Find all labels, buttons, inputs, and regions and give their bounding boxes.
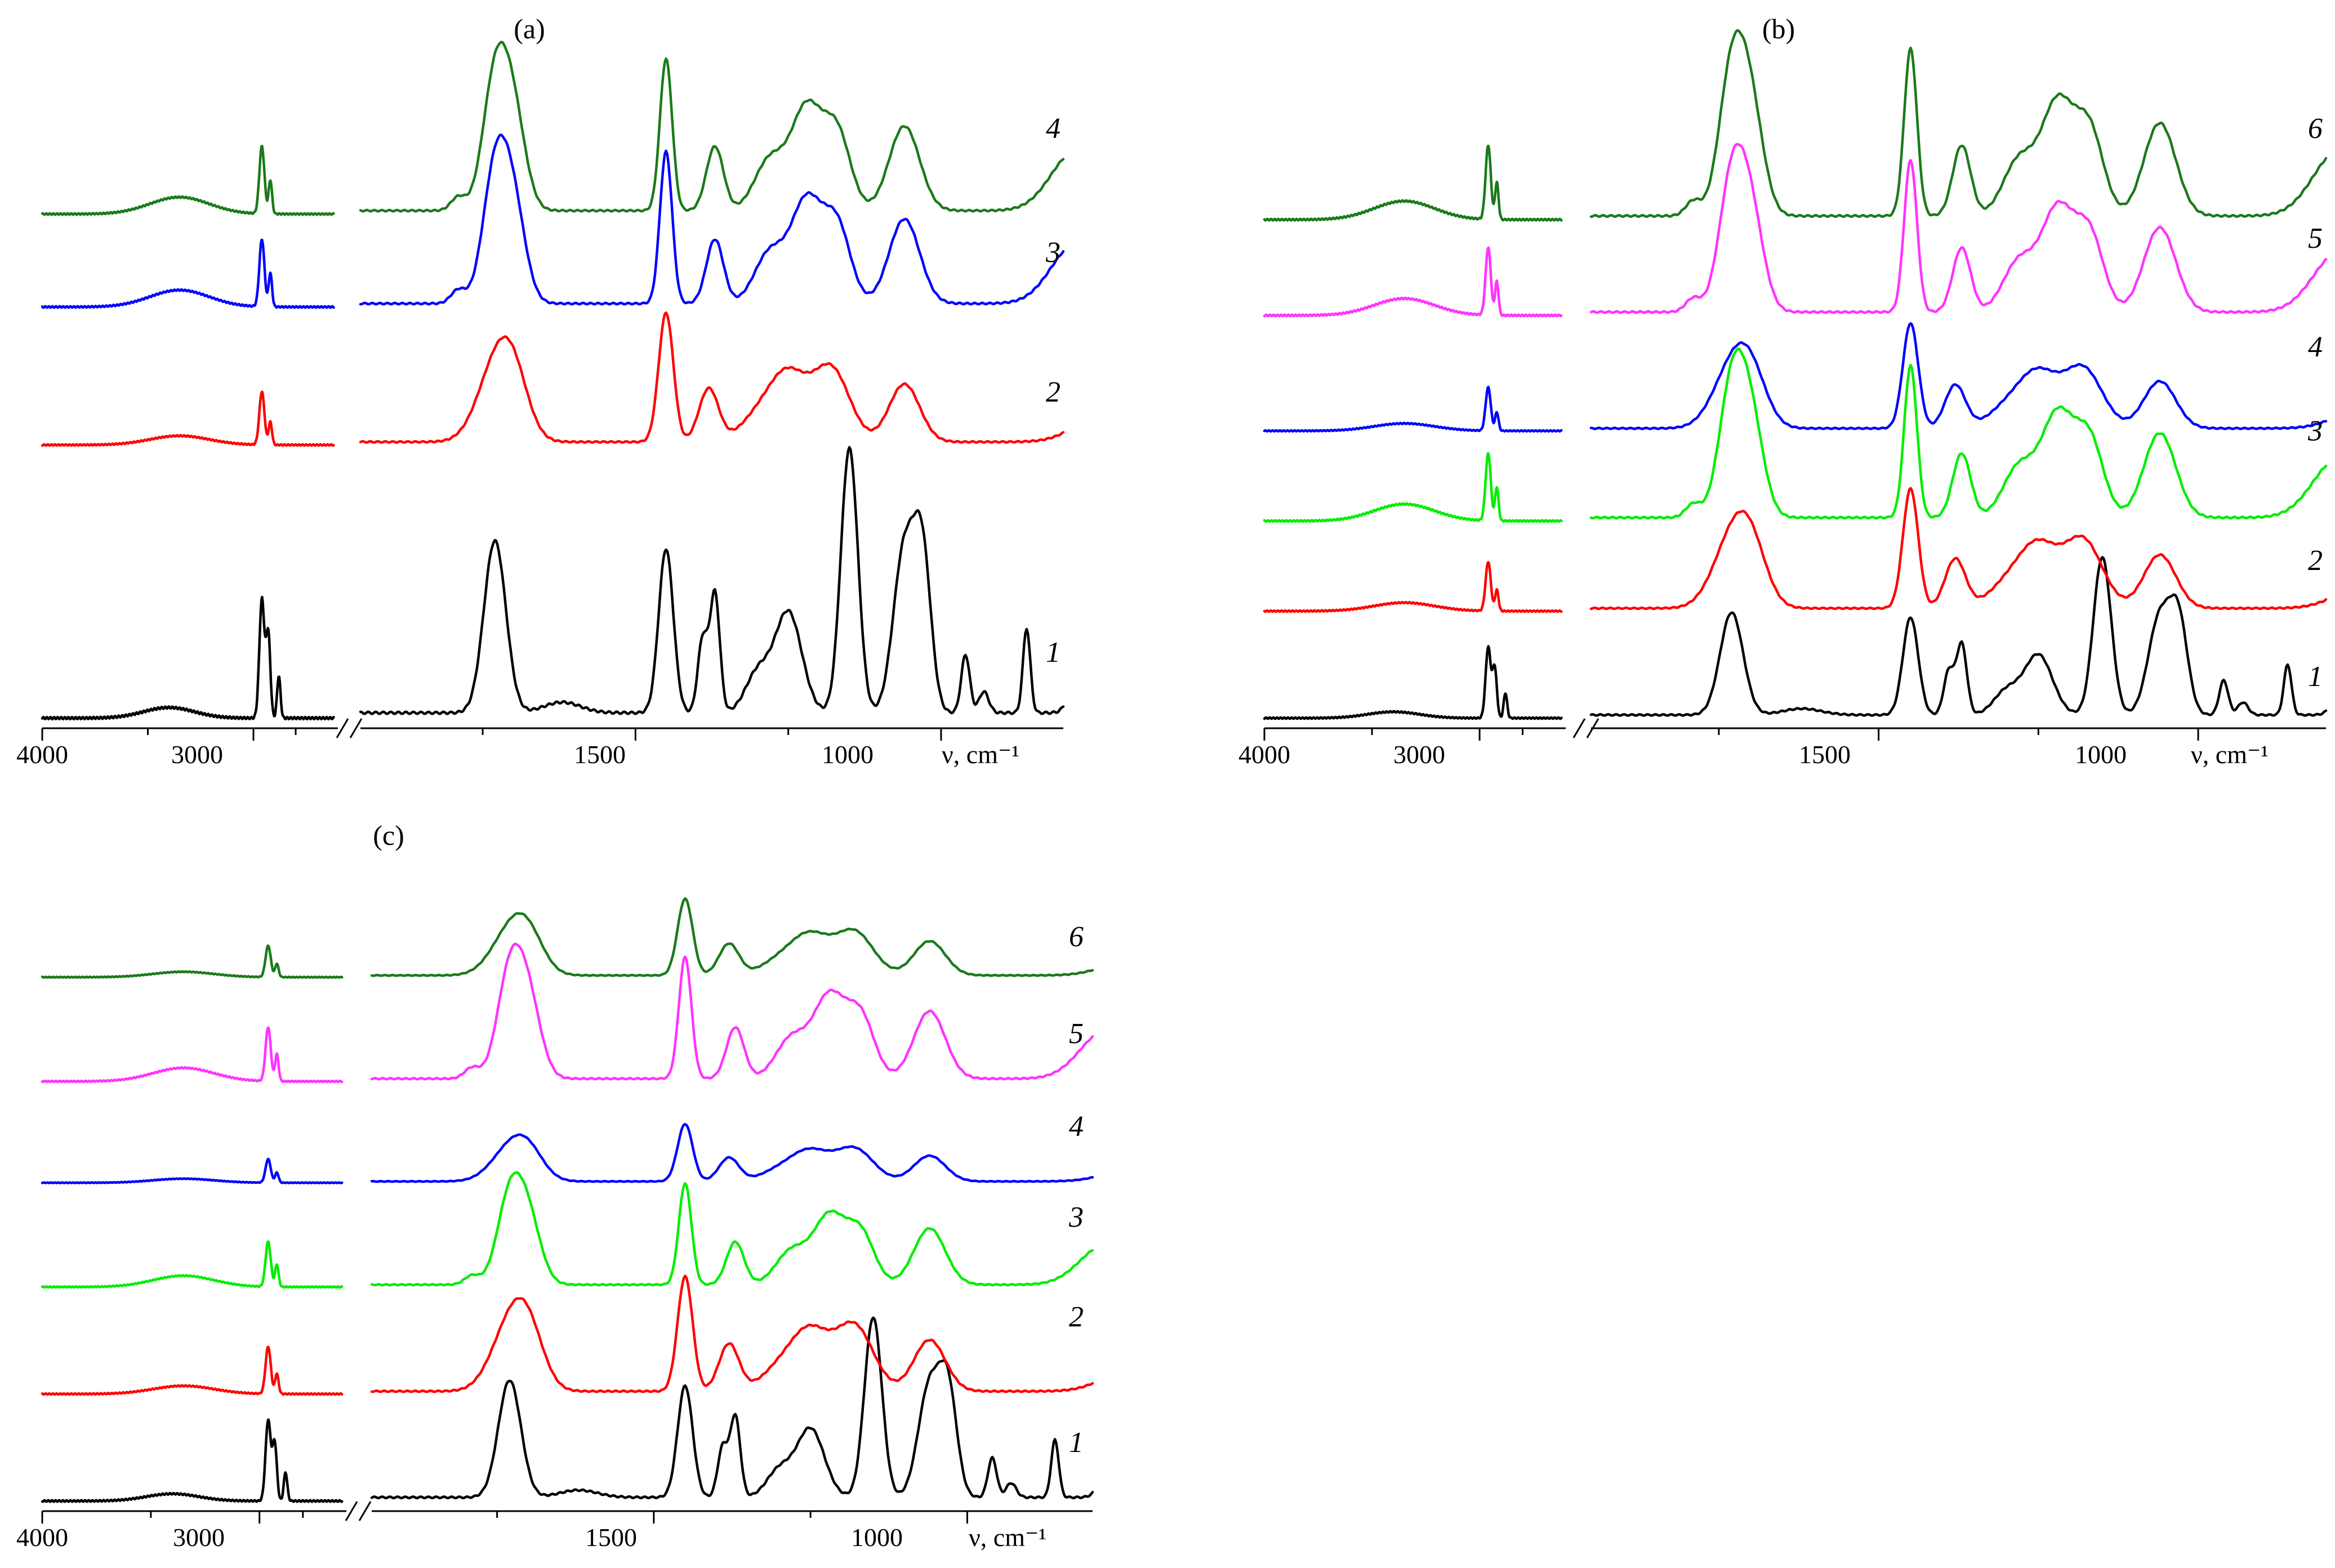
panel-a-series-3-left [41, 238, 335, 309]
panel-c-ticks [41, 1511, 968, 1524]
panel-b-series [1263, 29, 2328, 720]
panel-a-tick-3000: 3000 [171, 740, 223, 769]
panel-b: (b) 4000 3000 1500 1000 ν, cm⁻¹ 1 2 3 4 … [1238, 13, 2328, 769]
panel-c-title: (c) [373, 819, 404, 851]
panel-a-x-axis-label: ν, cm⁻¹ [942, 740, 1019, 769]
panel-a-series [41, 41, 1065, 721]
panel-b-series-5-left [1263, 246, 1563, 318]
panel-b-series-2-right [1589, 487, 2328, 611]
panel-c-curve-label-4: 4 [1069, 1111, 1084, 1143]
panel-b-tick-4000: 4000 [1238, 740, 1290, 769]
panel-b-series-6-left [1263, 144, 1563, 222]
panel-b-curve-label-4: 4 [2308, 331, 2323, 363]
panel-b-title: (b) [1762, 13, 1795, 44]
panel-a: (a) 4000 3000 1500 1000 ν, cm⁻¹ 1 2 3 4 [16, 13, 1065, 769]
panel-b-series-6-right [1589, 29, 2328, 218]
panel-a-curve-label-1: 1 [1046, 636, 1060, 669]
panel-b-series-3-left [1263, 452, 1563, 523]
panel-b-series-1-left [1263, 645, 1563, 720]
panel-a-series-4-right [359, 41, 1065, 213]
panel-b-series-5-right [1589, 142, 2328, 314]
panel-a-series-2-right [359, 311, 1065, 444]
panel-c-curve-label-3: 3 [1068, 1201, 1084, 1233]
panel-a-series-1-left [41, 595, 335, 721]
panel-c-series-3-left [41, 1240, 344, 1289]
panel-a-series-1-right [359, 446, 1065, 715]
panel-a-ticks [41, 728, 942, 741]
panel-c-series-5-left [41, 1026, 344, 1084]
panel-c-series-2-right [370, 1275, 1094, 1393]
panel-c-series-1-left [41, 1418, 344, 1503]
panel-c-series-6-right [370, 897, 1094, 977]
panel-c-series-3-right [370, 1171, 1094, 1287]
panel-a-series-3-right [359, 133, 1065, 306]
panel-c-tick-1500: 1500 [585, 1523, 637, 1552]
panel-a-tick-1500: 1500 [574, 740, 626, 769]
panel-b-axis-break [1572, 718, 1599, 738]
panel-c-axis-break [345, 1501, 372, 1521]
panel-b-x-axis-label: ν, cm⁻¹ [2191, 740, 2269, 769]
panel-b-series-1-right [1589, 556, 2328, 717]
panel-a-tick-4000: 4000 [16, 740, 68, 769]
panel-a-axis-break [336, 718, 363, 738]
panel-c-series-1-right [370, 1316, 1094, 1500]
panel-c-series [41, 897, 1094, 1503]
panel-c-series-4-left [41, 1157, 344, 1184]
panel-b-curve-label-2: 2 [2308, 545, 2323, 577]
panel-a-title: (a) [514, 13, 545, 44]
panel-c-tick-1000: 1000 [851, 1523, 903, 1552]
panel-c-tick-3000: 3000 [173, 1523, 225, 1552]
panel-b-curve-label-6: 6 [2308, 113, 2323, 145]
panel-c-curve-label-2: 2 [1069, 1301, 1084, 1333]
panel-a-series-4-left [41, 145, 335, 216]
panel-b-tick-3000: 3000 [1393, 740, 1445, 769]
panel-b-ticks [1263, 728, 2199, 741]
panel-c-curve-label-1: 1 [1069, 1427, 1084, 1459]
panel-c-curve-label-6: 6 [1069, 921, 1084, 953]
panel-c-curve-label-5: 5 [1069, 1018, 1084, 1050]
panel-b-tick-1000: 1000 [2075, 740, 2127, 769]
panel-b-series-2-left [1263, 561, 1563, 613]
panel-b-series-4-left [1263, 385, 1563, 433]
panel-a-curve-label-4: 4 [1046, 113, 1060, 145]
panel-c-series-4-right [370, 1122, 1094, 1183]
panel-c-series-5-right [370, 942, 1094, 1081]
panel-a-series-2-left [41, 390, 335, 447]
panel-a-curve-label-3: 3 [1045, 237, 1060, 269]
panel-b-series-3-right [1589, 347, 2328, 520]
panel-c-tick-4000: 4000 [16, 1523, 68, 1552]
panel-b-curve-label-5: 5 [2308, 222, 2323, 255]
panel-c-series-2-left [41, 1346, 344, 1396]
panel-b-curve-label-1: 1 [2308, 661, 2323, 693]
panel-c-series-6-left [41, 944, 344, 979]
panel-b-series-4-right [1589, 322, 2328, 430]
panel-c: (c) 4000 3000 1500 1000 ν, cm⁻¹ 1 2 3 4 … [16, 819, 1094, 1552]
panel-b-curve-label-3: 3 [2307, 415, 2323, 447]
panel-c-x-axis-label: ν, cm⁻¹ [969, 1523, 1046, 1552]
panel-a-tick-1000: 1000 [822, 740, 874, 769]
panel-a-curve-label-2: 2 [1046, 376, 1060, 408]
panel-b-tick-1500: 1500 [1799, 740, 1851, 769]
